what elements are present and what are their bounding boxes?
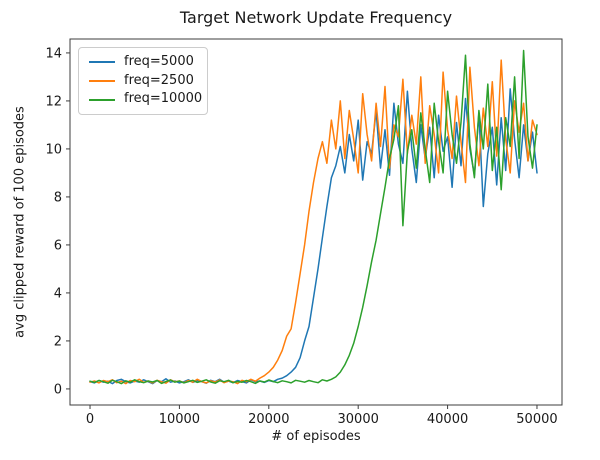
x-tick-label: 10000: [159, 412, 200, 427]
legend-label-freq-10000: freq=10000: [124, 91, 203, 107]
legend-item-freq-10000: freq=10000: [89, 91, 202, 107]
legend-line-sample-freq-10000: [89, 98, 115, 101]
x-tick-label: 50000: [516, 412, 557, 427]
legend-label-freq-2500: freq=2500: [124, 72, 194, 88]
x-tick-label: 40000: [427, 412, 468, 427]
y-axis-label: avg clipped reward of 100 episodes: [12, 106, 28, 338]
x-axis-label: # of episodes: [271, 429, 361, 444]
legend-item-freq-5000: freq=5000: [89, 54, 197, 70]
y-tick-label: 8: [54, 190, 62, 205]
y-tick-label: 14: [45, 46, 62, 61]
x-tick-label: 20000: [248, 412, 289, 427]
y-tick-label: 0: [54, 382, 62, 397]
legend-item-freq-2500: freq=2500: [89, 72, 197, 89]
legend-label-freq-5000: freq=5000: [124, 54, 194, 69]
x-tick-label: 0: [86, 412, 94, 427]
series-line-freq-5000: [89, 88, 538, 385]
y-tick-label: 2: [54, 334, 62, 349]
series-line-freq-10000: [89, 49, 538, 385]
y-tick-label: 6: [54, 238, 62, 253]
legend: freq=5000 freq=2500 freq=10000: [78, 47, 208, 115]
y-tick-label: 12: [45, 94, 62, 109]
y-tick-label: 10: [45, 142, 62, 157]
legend-line-sample-freq-5000: [89, 61, 115, 64]
plot-area: [69, 38, 563, 406]
x-tick-label: 30000: [338, 412, 379, 427]
chart-title: Target Network Update Frequency: [179, 8, 453, 27]
legend-line-sample-freq-2500: [89, 80, 115, 82]
y-tick-label: 4: [54, 286, 62, 301]
